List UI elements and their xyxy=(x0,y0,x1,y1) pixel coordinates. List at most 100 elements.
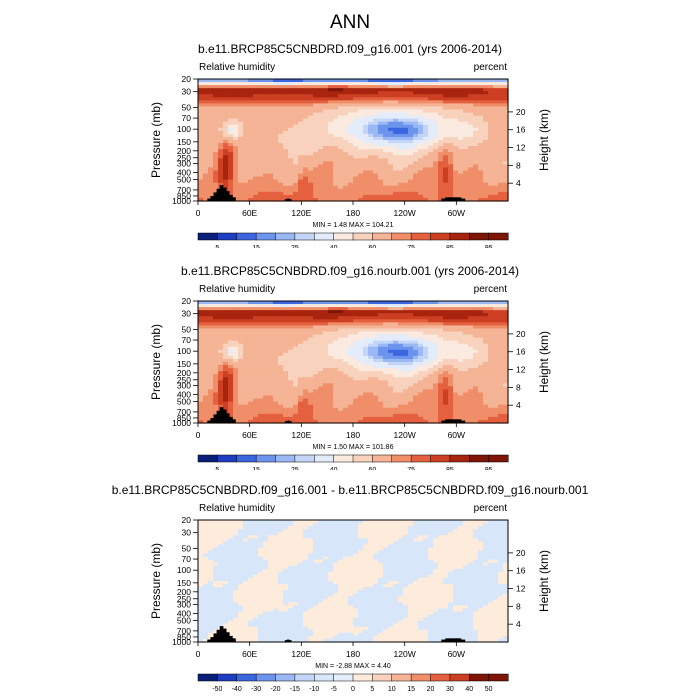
contour-cell xyxy=(323,395,329,400)
contour-cell xyxy=(498,316,504,320)
contour-cell xyxy=(243,121,249,126)
contour-cell xyxy=(483,395,489,400)
contour-cell xyxy=(358,340,364,345)
contour-cell xyxy=(493,194,499,199)
contour-cell xyxy=(288,380,294,384)
contour-cell xyxy=(228,191,234,196)
contour-cell xyxy=(488,377,494,381)
contour-cell xyxy=(348,146,354,150)
contour-cell xyxy=(448,362,454,366)
contour-cell xyxy=(353,109,359,114)
contour-cell xyxy=(273,371,279,375)
contour-cell xyxy=(198,155,204,159)
contour-cell xyxy=(268,167,274,172)
contour-cell xyxy=(423,94,429,98)
contour-cell xyxy=(448,398,454,403)
contour-cell xyxy=(253,383,259,387)
contour-cell xyxy=(253,88,259,92)
contour-cell xyxy=(503,325,509,330)
contour-cell xyxy=(478,179,484,184)
contour-cell xyxy=(258,103,264,108)
contour-cell xyxy=(483,319,489,323)
contour-cell xyxy=(313,79,319,83)
contour-cell xyxy=(353,149,359,153)
contour-cell xyxy=(203,127,209,132)
contour-cell xyxy=(288,106,294,111)
contour-cell xyxy=(358,112,364,117)
contour-cell xyxy=(418,82,424,86)
contour-cell xyxy=(268,97,274,101)
contour-cell xyxy=(383,301,389,305)
contour-cell xyxy=(303,185,309,190)
y-tick-label: 850 xyxy=(177,191,191,201)
contour-cell xyxy=(283,194,289,199)
contour-cell xyxy=(383,124,389,129)
contour-cell xyxy=(423,392,429,397)
contour-cell xyxy=(228,301,234,305)
contour-cell xyxy=(203,334,209,339)
contour-cell xyxy=(378,398,384,403)
contour-cell xyxy=(218,337,224,342)
contour-cell xyxy=(263,188,269,193)
contour-cell xyxy=(238,97,244,101)
contour-cell xyxy=(338,383,344,387)
contour-cell xyxy=(248,94,254,98)
contour-cell xyxy=(478,191,484,196)
contour-cell xyxy=(398,155,404,159)
contour-cell xyxy=(273,355,279,360)
contour-cell xyxy=(363,301,369,305)
contour-cell xyxy=(423,416,429,421)
contour-cell xyxy=(498,121,504,126)
contour-cell xyxy=(278,392,284,397)
contour-cell xyxy=(403,112,409,117)
contour-cell xyxy=(383,191,389,196)
contour-cell xyxy=(273,176,279,181)
contour-cell xyxy=(388,355,394,360)
contour-cell xyxy=(308,88,314,92)
contour-cell xyxy=(223,179,229,184)
min-max-stats: MIN = 1.48 MAX = 104.21 xyxy=(313,222,394,229)
contour-cell xyxy=(453,334,459,339)
contour-cell xyxy=(223,368,229,372)
contour-cell xyxy=(198,395,204,400)
contour-cell xyxy=(298,185,304,190)
contour-cell xyxy=(298,121,304,126)
contour-cell xyxy=(348,118,354,123)
contour-cell xyxy=(273,97,279,101)
contour-cell xyxy=(453,170,459,175)
contour-cell xyxy=(203,377,209,381)
contour-cell xyxy=(433,319,439,323)
contour-cell xyxy=(428,395,434,400)
contour-cell xyxy=(463,82,469,86)
contour-cell xyxy=(308,103,314,108)
contour-cell xyxy=(228,118,234,123)
contour-cell xyxy=(248,346,254,351)
contour-cell xyxy=(293,413,299,418)
contour-cell xyxy=(423,371,429,375)
contour-cell xyxy=(403,416,409,421)
x-tick-label: 180 xyxy=(346,208,360,218)
contour-cell xyxy=(483,313,489,317)
contour-cell xyxy=(368,334,374,339)
contour-cell xyxy=(343,407,349,412)
contour-cell xyxy=(243,170,249,175)
contour-cell xyxy=(358,143,364,147)
colorbar-label: 25 xyxy=(291,245,299,248)
contour-cell xyxy=(448,158,454,162)
contour-cell xyxy=(343,368,349,372)
contour-cell xyxy=(298,179,304,184)
contour-cell xyxy=(473,337,479,342)
contour-cell xyxy=(378,170,384,175)
contour-cell xyxy=(398,374,404,378)
contour-cell xyxy=(438,91,444,95)
contour-cell xyxy=(448,313,454,317)
contour-cell xyxy=(483,143,489,147)
contour-cell xyxy=(223,127,229,132)
contour-cell xyxy=(198,152,204,156)
contour-cell xyxy=(353,173,359,178)
contour-cell xyxy=(453,349,459,354)
contour-cell xyxy=(468,188,474,193)
contour-cell xyxy=(503,377,509,381)
contour-cell xyxy=(253,152,259,156)
contour-cell xyxy=(228,124,234,129)
